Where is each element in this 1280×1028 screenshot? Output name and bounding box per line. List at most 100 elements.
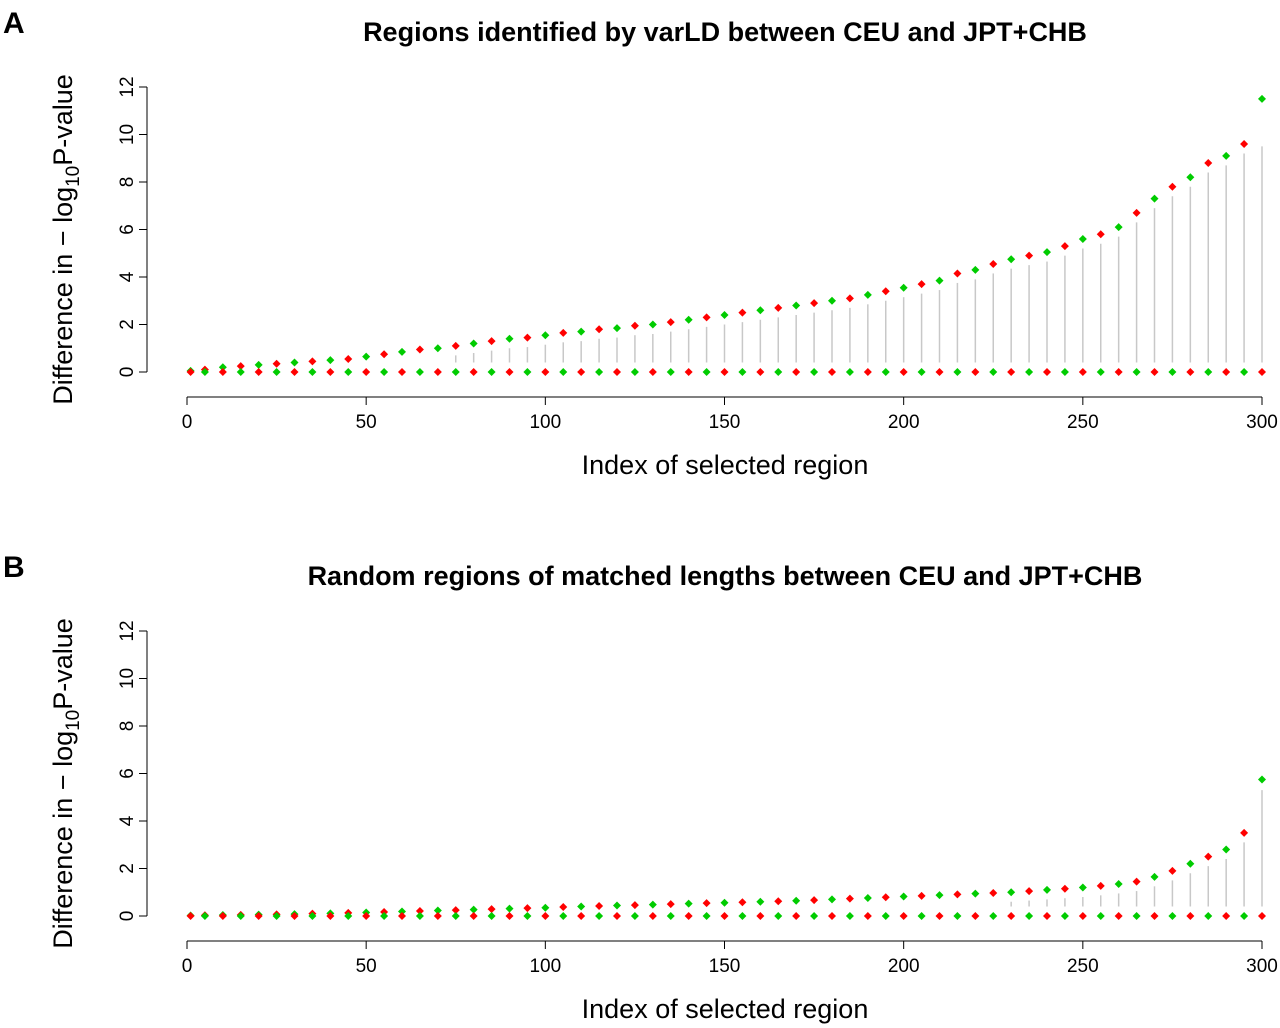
point bbox=[236, 912, 245, 920]
point bbox=[236, 362, 245, 371]
point bbox=[595, 912, 604, 920]
point bbox=[344, 912, 353, 920]
point bbox=[200, 368, 209, 376]
point bbox=[326, 356, 335, 365]
x-tick-label: 200 bbox=[888, 412, 920, 433]
point bbox=[1258, 94, 1266, 103]
point bbox=[1060, 912, 1069, 920]
point bbox=[845, 894, 854, 903]
point bbox=[1078, 912, 1087, 920]
point bbox=[863, 368, 872, 376]
point bbox=[702, 899, 711, 908]
point bbox=[1060, 368, 1069, 376]
point bbox=[810, 299, 819, 308]
y-tick-label: 0 bbox=[117, 367, 138, 378]
point bbox=[1096, 881, 1105, 890]
point bbox=[1043, 912, 1051, 920]
point bbox=[1078, 368, 1087, 376]
point bbox=[595, 325, 604, 334]
point bbox=[1114, 223, 1123, 232]
point bbox=[1007, 255, 1016, 264]
y-tick-label: 2 bbox=[117, 863, 138, 874]
point bbox=[702, 368, 711, 376]
point bbox=[774, 897, 783, 906]
point bbox=[881, 368, 890, 376]
point bbox=[917, 912, 926, 920]
point bbox=[1043, 248, 1051, 257]
point bbox=[828, 912, 836, 920]
point bbox=[487, 912, 496, 920]
point bbox=[272, 359, 281, 368]
y-axis-label-part: Difference in − log bbox=[48, 731, 78, 949]
point bbox=[845, 912, 854, 920]
point bbox=[1114, 368, 1123, 376]
point bbox=[613, 912, 621, 920]
point bbox=[666, 318, 675, 327]
point bbox=[1132, 912, 1141, 920]
point bbox=[917, 891, 926, 900]
point bbox=[487, 368, 496, 376]
point bbox=[971, 912, 980, 920]
point bbox=[953, 368, 962, 376]
y-axis-label-sub: 10 bbox=[63, 710, 84, 731]
point bbox=[469, 905, 478, 914]
point bbox=[595, 368, 604, 376]
point bbox=[756, 912, 765, 920]
y-axis-label-sub: 10 bbox=[63, 166, 84, 187]
x-tick-label: 100 bbox=[529, 412, 561, 433]
point bbox=[738, 308, 747, 317]
point bbox=[1150, 368, 1159, 376]
point bbox=[630, 321, 639, 330]
point bbox=[559, 368, 568, 376]
point bbox=[415, 368, 424, 376]
point bbox=[218, 363, 227, 372]
point bbox=[344, 368, 353, 376]
point bbox=[1096, 230, 1105, 239]
point bbox=[953, 890, 962, 899]
point bbox=[935, 368, 944, 376]
point bbox=[559, 902, 568, 911]
point bbox=[881, 912, 890, 920]
point bbox=[828, 895, 836, 904]
point bbox=[380, 350, 389, 359]
point bbox=[541, 368, 550, 376]
x-tick-label: 300 bbox=[1246, 956, 1278, 977]
point bbox=[1222, 368, 1231, 376]
point bbox=[630, 901, 639, 910]
point bbox=[738, 898, 747, 907]
y-tick-label: 6 bbox=[117, 768, 138, 779]
point bbox=[398, 368, 406, 376]
point bbox=[505, 904, 514, 913]
point bbox=[595, 902, 604, 911]
x-tick-label: 0 bbox=[182, 956, 193, 977]
point bbox=[577, 912, 586, 920]
point bbox=[630, 368, 639, 376]
point bbox=[720, 898, 729, 907]
point bbox=[881, 893, 890, 902]
point bbox=[989, 912, 998, 920]
panel: B Random regions of matched lengths betwe… bbox=[3, 551, 1278, 1024]
point bbox=[398, 912, 406, 920]
point bbox=[613, 901, 621, 910]
point bbox=[792, 368, 801, 376]
point bbox=[899, 368, 908, 376]
point bbox=[1150, 194, 1159, 203]
point bbox=[451, 368, 460, 376]
point bbox=[774, 303, 783, 312]
point bbox=[469, 368, 478, 376]
point bbox=[863, 912, 872, 920]
point bbox=[362, 912, 371, 920]
point bbox=[1240, 140, 1249, 148]
point bbox=[720, 912, 729, 920]
point bbox=[254, 360, 263, 369]
point bbox=[648, 368, 657, 376]
point bbox=[899, 283, 908, 292]
point bbox=[398, 907, 406, 916]
y-tick-label: 10 bbox=[117, 124, 138, 145]
point bbox=[451, 341, 460, 350]
point bbox=[648, 320, 657, 329]
point bbox=[971, 889, 980, 898]
point bbox=[899, 892, 908, 901]
